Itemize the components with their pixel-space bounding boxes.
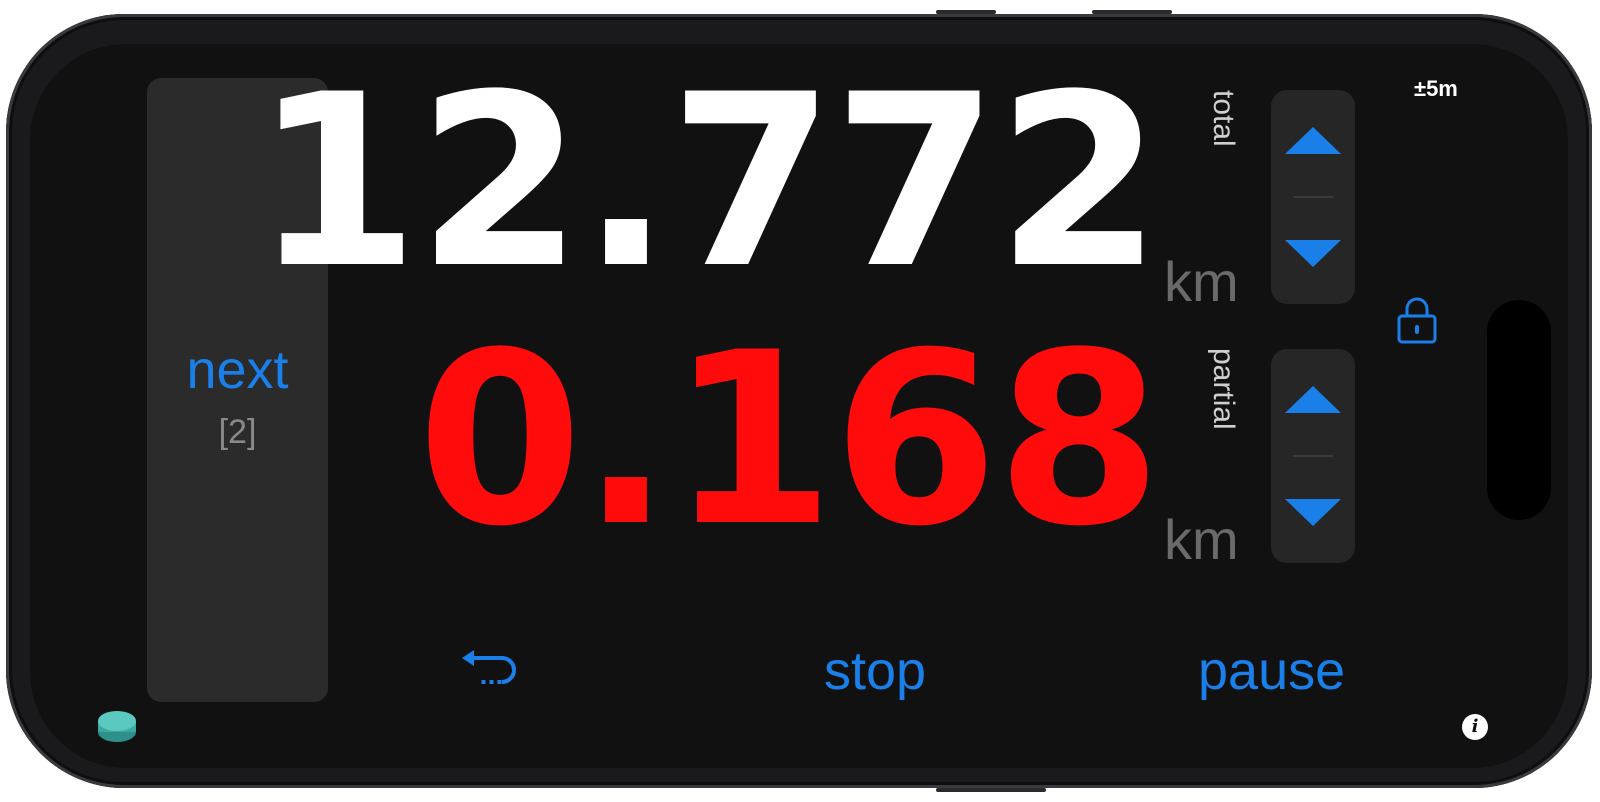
- partial-distance-value: 0.168: [417, 302, 1162, 579]
- triangle-down-icon[interactable]: [1283, 497, 1343, 529]
- next-count: [2]: [218, 413, 257, 451]
- phone-frame: next [2] 12.772 km total 0.168 km partia…: [6, 10, 1592, 792]
- partial-unit: km: [1164, 508, 1239, 571]
- total-stepper: [1271, 90, 1355, 304]
- triangle-up-icon[interactable]: [1283, 124, 1343, 156]
- triangle-down-icon[interactable]: [1283, 238, 1343, 270]
- undo-arrow-icon[interactable]: [458, 648, 522, 692]
- next-button[interactable]: next [2]: [147, 78, 328, 702]
- total-unit: km: [1164, 250, 1239, 313]
- triangle-up-icon[interactable]: [1283, 383, 1343, 415]
- assistive-touch-puck-icon[interactable]: [96, 708, 138, 744]
- partial-stepper: [1271, 349, 1355, 563]
- total-label: total: [1207, 90, 1240, 147]
- info-icon[interactable]: i: [1462, 714, 1488, 740]
- hardware-button: [936, 10, 996, 14]
- next-label: next: [186, 340, 289, 400]
- stop-button[interactable]: stop: [824, 641, 927, 701]
- dynamic-island: [1487, 300, 1551, 520]
- app-screen: next [2] 12.772 km total 0.168 km partia…: [30, 44, 1568, 768]
- pause-button[interactable]: pause: [1198, 641, 1346, 701]
- total-distance-value: 12.772: [253, 44, 1162, 321]
- hardware-button: [1092, 10, 1172, 14]
- stepper-divider: [1293, 196, 1333, 198]
- hardware-button: [936, 788, 1046, 792]
- padlock-icon[interactable]: [1396, 296, 1438, 344]
- stepper-divider: [1293, 455, 1333, 457]
- partial-label: partial: [1207, 348, 1240, 430]
- gps-accuracy: ±5m: [1414, 76, 1458, 101]
